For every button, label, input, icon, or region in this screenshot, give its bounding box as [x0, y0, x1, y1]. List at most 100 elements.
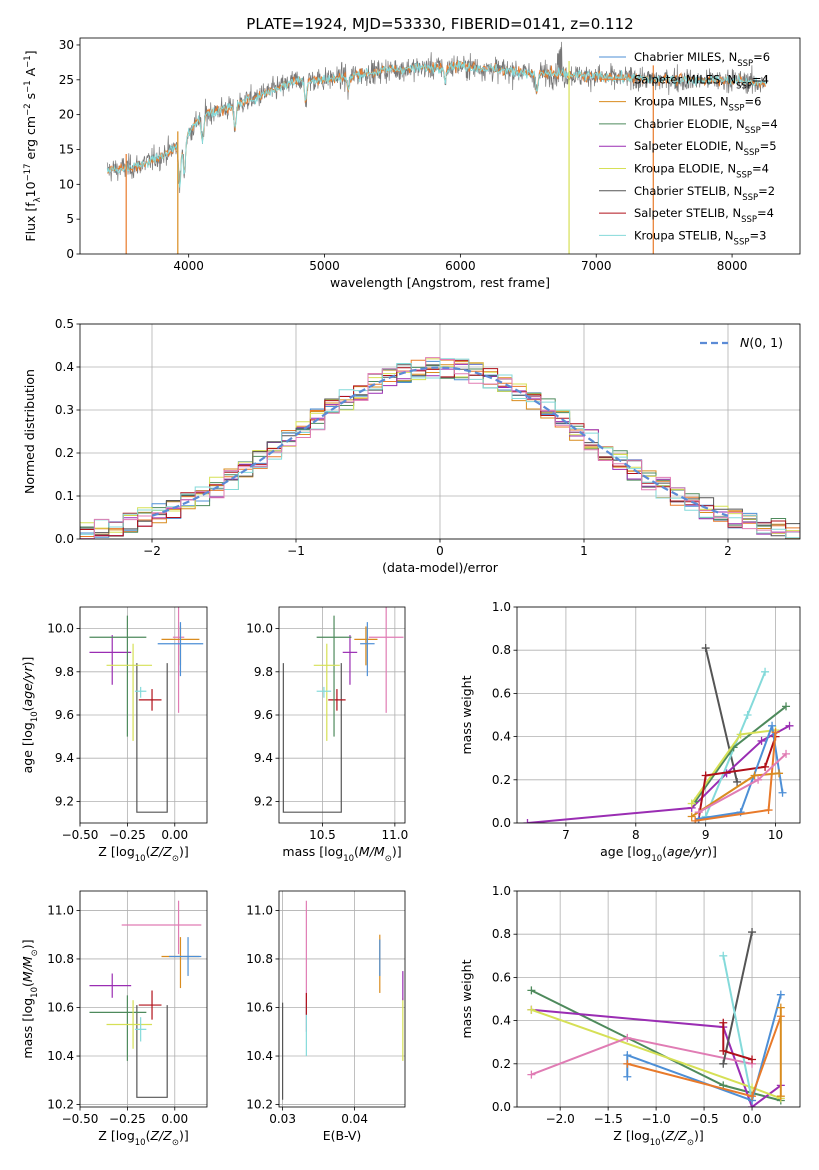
error-point: [368, 607, 404, 713]
grid: [279, 607, 405, 823]
label-part: age/yr: [20, 666, 35, 707]
weight-line: [694, 705, 787, 802]
weight-line: [698, 725, 784, 820]
error-point: [89, 615, 147, 737]
y-tick-label: 10.0: [246, 622, 273, 636]
y-tick-label: 9.8: [55, 665, 74, 679]
label-part: E(B-V): [323, 1128, 362, 1143]
y-tick-label: 9.4: [55, 751, 74, 765]
label-part: (: [20, 706, 35, 711]
axes-frame: [79, 37, 801, 255]
weight-marker: [733, 777, 742, 786]
error-point: [157, 622, 204, 677]
age-vs-metallicity-panel: −0.50 −0.25 0.009.29.49.69.810.0Z [log10(Z…: [20, 606, 208, 864]
legend-tail: =2: [758, 184, 775, 198]
error-point: [313, 643, 340, 741]
weight-marker: [527, 1005, 536, 1014]
weight-line: [531, 1036, 753, 1076]
y-tick-label: 10.2: [47, 1098, 74, 1112]
y-axis-label: mass weight: [459, 959, 474, 1038]
error-point: [328, 689, 346, 711]
label-part: ⊙: [172, 1138, 179, 1148]
error-point: [169, 937, 202, 976]
x-tick-label: 8000: [717, 259, 748, 273]
weight-marker: [687, 812, 696, 821]
label-part: λ: [33, 197, 43, 202]
legend-sub: SSP: [736, 171, 752, 181]
error-point: [134, 686, 147, 698]
error-point: [106, 643, 153, 741]
age-vs-mass-panel: 10.5 11.0 9.2 9.4 9.6 9.8 10.0 mass [log10(M/M⊙…: [246, 606, 408, 864]
y-tick-label: 0.2: [55, 446, 74, 460]
y-tick-label: 10.6: [47, 1000, 74, 1014]
x-tick-label: −0.50: [62, 1112, 99, 1126]
weight-marker: [736, 730, 745, 739]
x-tick-label: 0.03: [269, 1112, 296, 1126]
legend-sub: SSP: [737, 59, 753, 69]
axes-frame: [516, 606, 801, 824]
plot-area: [282, 900, 404, 1100]
label-part: (: [661, 1128, 666, 1143]
axes-frame: [516, 890, 801, 1108]
y-tick-label: 11.0: [246, 903, 273, 917]
error-point: [161, 937, 200, 989]
x-tick-label: 0.00: [161, 828, 188, 842]
label-part: Flux [f: [23, 202, 38, 242]
weight-series: [691, 728, 780, 823]
error-point: [172, 607, 185, 713]
weight-line: [531, 1008, 782, 1107]
weight-series: [694, 749, 791, 817]
label-part: )]: [20, 657, 35, 667]
y-tick-label: 0.5: [55, 317, 74, 331]
weight-line: [722, 931, 753, 1065]
y-tick-label: 10.8: [246, 952, 273, 966]
weight-marker: [701, 771, 710, 780]
label-part: )]: [694, 1128, 704, 1143]
weight-marker: [719, 1059, 728, 1068]
error-point: [89, 635, 132, 685]
legend-tail: =6: [744, 95, 761, 109]
x-tick-label: 7000: [581, 259, 612, 273]
x-axis-label: mass [log10(M/M⊙)]: [282, 844, 401, 864]
weight-marker: [743, 711, 752, 719]
label-part: (data-model)/error: [382, 560, 499, 575]
error-point: [316, 686, 332, 698]
error-point: [138, 689, 162, 711]
label-part: mass [log: [282, 844, 343, 859]
y-tick-label: 0.4: [55, 360, 74, 374]
weight-marker: [527, 1070, 536, 1079]
legend-text: Salpeter ELODIE, N: [634, 139, 744, 153]
x-tick-label: −0.25: [109, 828, 146, 842]
weight-series: [701, 667, 770, 821]
x-tick-label: 4000: [173, 259, 204, 273]
legend-tail: =4: [752, 162, 769, 176]
axes-frame: [278, 890, 406, 1108]
weight-marker: [623, 1059, 632, 1068]
plot-area: [282, 607, 404, 813]
weight-marker: [719, 1046, 728, 1055]
weight-marker: [764, 806, 773, 815]
x-tick-label: −1: [287, 544, 305, 558]
weight-marker: [523, 819, 532, 823]
legend-sub: SSP: [741, 215, 757, 225]
label-part: 10: [651, 854, 662, 864]
y-tick-label: 10.8: [47, 952, 74, 966]
weight-marker: [701, 644, 710, 653]
error-point: [106, 1000, 153, 1049]
x-tick-label: −1.0: [642, 1112, 671, 1126]
x-tick-label: −2: [143, 544, 161, 558]
label-part: )]: [20, 939, 35, 949]
weight-marker: [748, 1055, 757, 1064]
x-tick-label: −1.5: [594, 1112, 623, 1126]
weight-line: [722, 955, 753, 1101]
label-part: 10: [650, 1138, 661, 1148]
y-axis-label: Flux [fλ10−17 erg cm−2 s−1 A−1]: [23, 50, 43, 241]
error-point: [134, 1017, 147, 1042]
weight-line: [527, 724, 790, 823]
label-part: 10: [135, 1138, 146, 1148]
weight-marker: [776, 990, 785, 999]
label-part: 10: [343, 854, 354, 864]
legend-text: Salpeter STELIB, N: [634, 206, 741, 220]
